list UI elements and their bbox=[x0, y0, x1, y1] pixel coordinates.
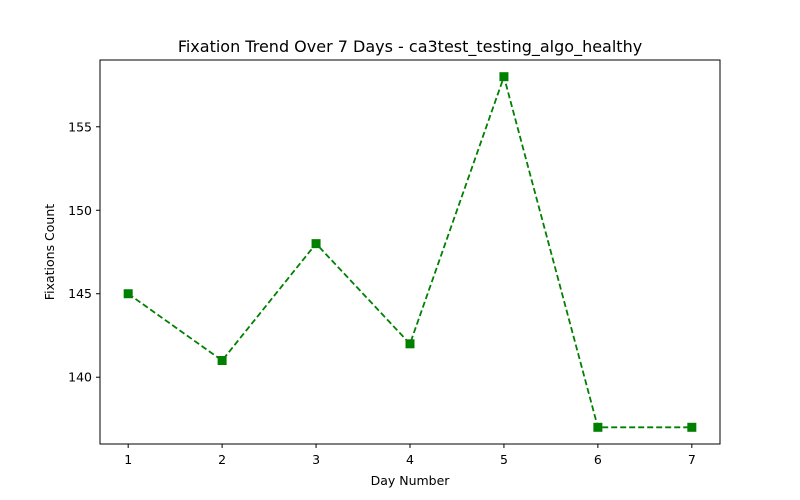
data-point-marker bbox=[217, 356, 227, 366]
y-axis-label: Fixations Count bbox=[42, 204, 57, 300]
y-tick-label: 140 bbox=[68, 370, 92, 385]
plot-area: 1 2 3 4 5 6 7 140 145 150 155 bbox=[68, 59, 721, 467]
data-point-marker bbox=[311, 239, 321, 249]
x-tick-label: 7 bbox=[688, 452, 696, 467]
x-tick-label: 6 bbox=[594, 452, 602, 467]
x-tick-label: 4 bbox=[406, 452, 414, 467]
series-line bbox=[127, 73, 692, 429]
x-tick-label: 2 bbox=[218, 452, 226, 467]
data-point-marker bbox=[123, 289, 133, 299]
data-point-marker bbox=[405, 339, 415, 349]
plot-frame bbox=[99, 59, 721, 445]
x-axis-label: Day Number bbox=[371, 473, 451, 488]
x-tick-label: 3 bbox=[312, 452, 320, 467]
chart-title: Fixation Trend Over 7 Days - ca3test_tes… bbox=[178, 37, 642, 57]
data-point-marker bbox=[687, 422, 697, 432]
y-tick-label: 150 bbox=[68, 203, 92, 218]
x-tick-label: 5 bbox=[500, 452, 508, 467]
data-point-marker bbox=[499, 72, 509, 82]
y-tick-label: 145 bbox=[68, 286, 92, 301]
data-point-marker bbox=[593, 422, 603, 432]
y-tick-label: 155 bbox=[68, 119, 92, 134]
x-tick-label: 1 bbox=[124, 452, 132, 467]
